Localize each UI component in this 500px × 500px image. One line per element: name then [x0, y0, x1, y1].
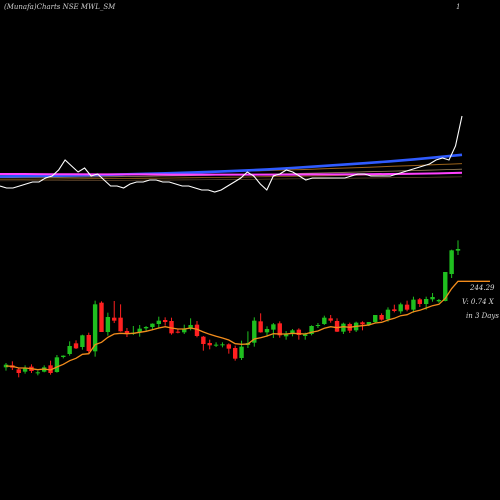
candle-body [207, 343, 212, 346]
candle-body [264, 329, 270, 333]
candle-body [54, 357, 60, 372]
candle-body [194, 324, 200, 336]
candle-body [392, 309, 397, 311]
candle-body [334, 321, 340, 332]
indicator-line-line [0, 115, 463, 193]
candle-body [188, 325, 193, 329]
volume-label: V: 0.74 X [462, 298, 494, 306]
candle-body [182, 328, 187, 333]
candle-body [73, 343, 79, 349]
candle-body [48, 365, 53, 373]
candle-body [360, 322, 365, 325]
candle-body [213, 344, 219, 346]
candle-body [341, 323, 346, 332]
candle-body [366, 322, 372, 325]
candle-body [417, 299, 423, 304]
candle-body [16, 369, 21, 373]
candle-body [124, 331, 130, 334]
ma-magenta-line [0, 171, 463, 176]
candle-body [156, 320, 161, 324]
candle-body [290, 330, 295, 334]
candle-body [258, 321, 263, 333]
candle-body [86, 335, 91, 351]
candle-body [143, 327, 149, 329]
candle-body [112, 317, 117, 321]
candle-body [162, 320, 168, 322]
candle-body [80, 335, 85, 347]
candle-body [303, 334, 308, 336]
ma-blue-line [0, 153, 463, 178]
candle-body [449, 250, 454, 274]
candle-body [277, 323, 282, 336]
candle-body [226, 344, 232, 349]
candle-body [315, 325, 321, 326]
candle-body [232, 348, 238, 359]
candle-body [296, 329, 302, 335]
period-label: in 3 Days [466, 312, 499, 320]
candle-body [169, 321, 174, 334]
candle-body [379, 315, 384, 320]
candle-body [118, 317, 123, 332]
candle-body [309, 326, 314, 334]
candle-body [220, 344, 225, 346]
candle-body [22, 367, 28, 372]
candle-body [35, 372, 41, 374]
candle-body [443, 272, 448, 301]
price-label: 244.29 [470, 284, 495, 292]
candle-body [239, 346, 244, 358]
candle-body [423, 299, 429, 304]
candle-body [328, 318, 333, 321]
candle-body [150, 323, 155, 327]
candle-body [430, 297, 435, 300]
candle-body [322, 317, 327, 324]
candle-body [99, 302, 104, 332]
candle-body [61, 355, 66, 357]
candle-body [385, 309, 391, 320]
candle-body [283, 334, 289, 337]
ema-line [5, 280, 490, 371]
candle-body [404, 304, 410, 310]
candle-body [398, 304, 403, 312]
indicator-average-line [0, 176, 463, 182]
candle-body [252, 320, 257, 343]
candle-body [92, 304, 98, 352]
candle-body [373, 315, 378, 322]
candle-body [105, 317, 111, 332]
indicator-panel [0, 115, 463, 193]
candle-body [137, 328, 142, 332]
candle-body [436, 300, 442, 302]
ema-overlay [5, 280, 490, 371]
candle-body [67, 346, 72, 354]
candle-body [201, 336, 206, 344]
candle-body [455, 249, 461, 251]
chart-header-right: 1 [456, 3, 461, 11]
candle-body [271, 324, 276, 330]
candle-body [411, 299, 416, 310]
candle-body [175, 331, 181, 333]
chart-header-left: (Munafa)Charts NSE MWL_SM [4, 3, 116, 11]
candlestick-series [3, 240, 461, 378]
